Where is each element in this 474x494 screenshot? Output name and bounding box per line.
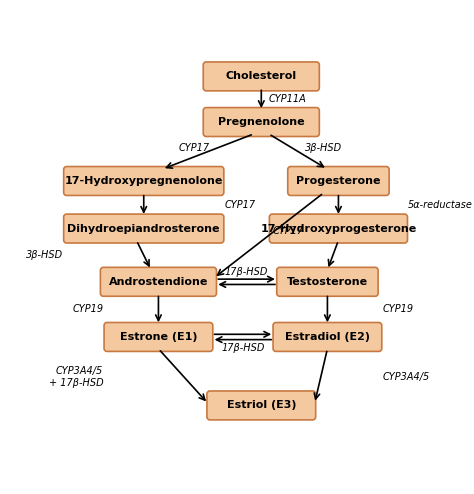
FancyBboxPatch shape	[203, 62, 319, 91]
Text: Pregnenolone: Pregnenolone	[218, 117, 305, 127]
Text: CYP17: CYP17	[273, 226, 304, 237]
FancyBboxPatch shape	[203, 108, 319, 136]
Text: Dihydroepiandrosterone: Dihydroepiandrosterone	[67, 224, 220, 234]
Text: Progesterone: Progesterone	[296, 176, 381, 186]
Text: 17β-HSD: 17β-HSD	[225, 267, 268, 277]
Text: Androstendione: Androstendione	[109, 277, 208, 287]
Text: CYP17: CYP17	[225, 200, 255, 210]
Text: Estriol (E3): Estriol (E3)	[227, 401, 296, 411]
Text: Testosterone: Testosterone	[287, 277, 368, 287]
Text: CYP19: CYP19	[72, 304, 103, 314]
Text: CYP19: CYP19	[383, 304, 414, 314]
FancyBboxPatch shape	[100, 267, 217, 296]
Text: 3β-HSD: 3β-HSD	[305, 143, 343, 153]
Text: 17-Hydroxypregnenolone: 17-Hydroxypregnenolone	[64, 176, 223, 186]
Text: 5α-reductase: 5α-reductase	[408, 200, 473, 210]
Text: 3β-HSD: 3β-HSD	[26, 250, 63, 260]
Text: Cholesterol: Cholesterol	[226, 72, 297, 82]
FancyBboxPatch shape	[64, 166, 224, 196]
Text: CYP17: CYP17	[179, 143, 210, 153]
FancyBboxPatch shape	[288, 166, 389, 196]
FancyBboxPatch shape	[277, 267, 378, 296]
Text: Estradiol (E2): Estradiol (E2)	[285, 332, 370, 342]
FancyBboxPatch shape	[64, 214, 224, 243]
Text: CYP3A4/5: CYP3A4/5	[383, 372, 430, 382]
FancyBboxPatch shape	[104, 323, 213, 351]
Text: 17β-HSD: 17β-HSD	[221, 343, 264, 353]
FancyBboxPatch shape	[273, 323, 382, 351]
Text: 17-Hydroxyprogesterone: 17-Hydroxyprogesterone	[260, 224, 417, 234]
FancyBboxPatch shape	[269, 214, 408, 243]
Text: CYP11A: CYP11A	[269, 94, 306, 104]
Text: Estrone (E1): Estrone (E1)	[119, 332, 197, 342]
FancyBboxPatch shape	[207, 391, 316, 420]
Text: CYP3A4/5
+ 17β-HSD: CYP3A4/5 + 17β-HSD	[49, 366, 103, 388]
